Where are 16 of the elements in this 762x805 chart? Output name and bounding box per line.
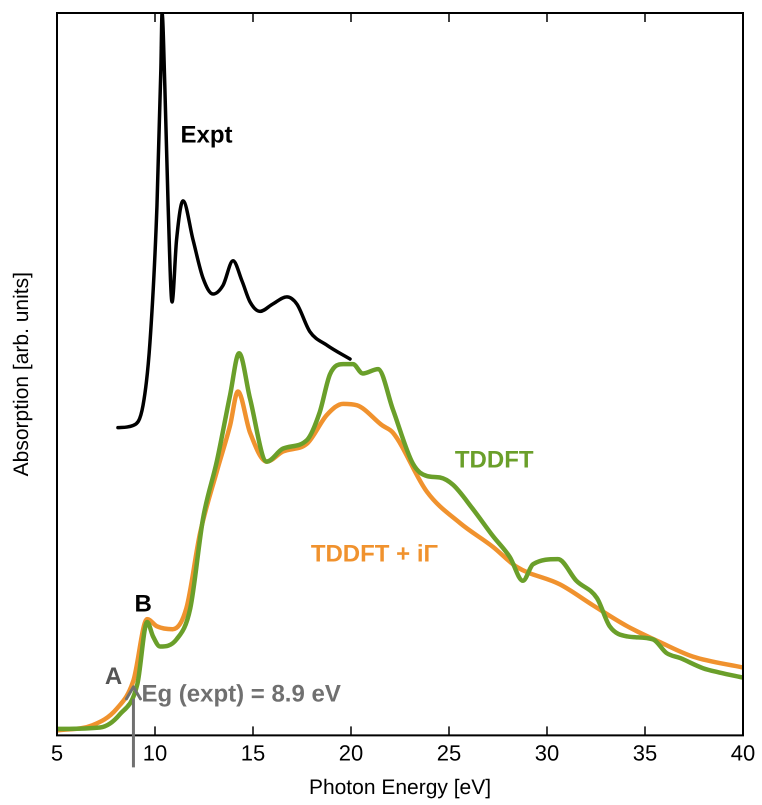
x-tick-label: 20 bbox=[338, 740, 364, 766]
x-tick-label: 10 bbox=[142, 740, 168, 766]
x-tick-label: 30 bbox=[534, 740, 560, 766]
annotation: B bbox=[134, 590, 152, 618]
x-axis-title: Photon Energy [eV] bbox=[308, 776, 492, 800]
x-tick-label: 25 bbox=[436, 740, 462, 766]
y-axis-title: Absorption [arb. units] bbox=[10, 272, 33, 476]
series-label: TDDFT bbox=[454, 446, 534, 474]
x-tick-label: 40 bbox=[730, 740, 756, 766]
series-label: Expt bbox=[180, 121, 232, 148]
ref-line-label: Eg (expt) = 8.9 eV bbox=[141, 680, 341, 708]
x-tick-label: 35 bbox=[632, 740, 658, 766]
annotation: A bbox=[104, 663, 122, 690]
series-label: TDDFT + iΓ bbox=[310, 540, 438, 568]
x-tick-label: 5 bbox=[50, 740, 64, 766]
x-tick-label: 15 bbox=[240, 740, 266, 766]
